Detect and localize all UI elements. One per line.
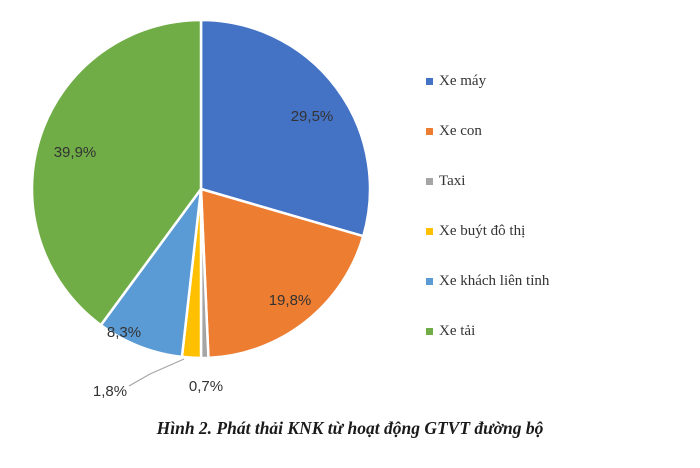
legend-swatch [426,277,433,285]
data-label-xe-khach-lien-tinh: 8,3% [107,324,141,341]
legend-item-xe-con: Xe con [426,106,686,156]
legend-swatch [426,227,433,235]
pie-slice-xe-may [199,18,372,238]
pie-slice-xe-con [199,187,365,360]
chart-legend: Xe máy Xe con Taxi Xe buýt đô thị Xe khách l… [426,56,686,356]
pie-chart-svg: 29,5% 19,8% 0,7% 1,8% 8,3% 39,9% [30,18,372,400]
leader-line-xe-buyt-do-thi [128,358,185,387]
data-label-xe-may: 29,5% [291,108,334,125]
pie-chart: 29,5% 19,8% 0,7% 1,8% 8,3% 39,9% Xe máy Xe con… [30,18,686,400]
legend-swatch [426,177,433,185]
legend-label: Xe con [439,122,482,139]
data-label-xe-buyt-do-thi: 1,8% [93,383,127,400]
legend-label: Xe khách liên tỉnh [439,272,550,289]
data-label-taxi: 0,7% [189,378,223,395]
data-label-xe-con: 19,8% [269,292,312,309]
data-label-xe-tai: 39,9% [54,144,97,161]
pie-slice-xe-tai [30,18,203,327]
legend-item-xe-may: Xe máy [426,56,686,106]
pie-slice-xe-khach-lien-tinh [99,187,203,359]
figure-caption: Hình 2. Phát thải KNK từ hoạt động GTVT … [156,418,544,438]
legend-swatch [426,327,433,335]
legend-swatch [426,127,433,135]
legend-item-xe-khach-lien-tinh: Xe khách liên tỉnh [426,256,686,306]
legend-item-xe-tai: Xe tải [426,306,686,356]
legend-label: Xe buýt đô thị [439,222,526,239]
legend-label: Xe tải [439,322,476,339]
legend-swatch [426,77,433,85]
legend-item-xe-buyt-do-thi: Xe buýt đô thị [426,206,686,256]
legend-item-taxi: Taxi [426,156,686,206]
legend-label: Taxi [439,172,466,189]
legend-label: Xe máy [439,72,487,89]
